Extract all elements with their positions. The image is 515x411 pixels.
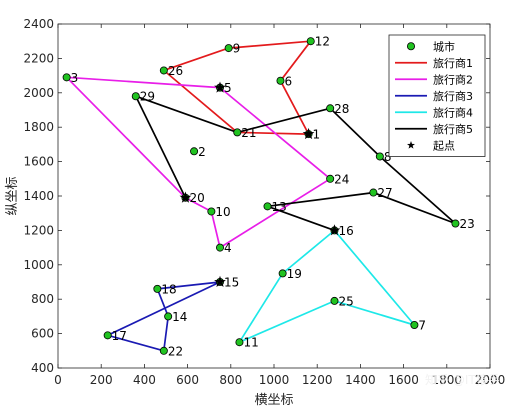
city-marker-21 — [233, 128, 242, 137]
city-label-15: 15 — [224, 276, 239, 290]
city-marker-6 — [276, 76, 285, 85]
city-label-1: 1 — [313, 128, 321, 142]
city-label-8: 8 — [384, 150, 392, 164]
city-marker-22 — [159, 346, 168, 355]
legend-label-1: 旅行商1 — [433, 56, 473, 70]
route-line-4 — [238, 229, 416, 344]
city-marker-12 — [306, 37, 315, 46]
start-points — [179, 81, 341, 288]
city-marker-2 — [190, 147, 199, 156]
x-tick-label: 1400 — [345, 373, 376, 387]
route-line-3 — [106, 281, 221, 352]
city-label-3: 3 — [71, 71, 79, 85]
y-tick-label: 2400 — [23, 17, 54, 31]
x-tick-label: 600 — [176, 373, 199, 387]
y-tick-label: 800 — [31, 292, 54, 306]
axes-ticks: 0 200 400 600 800 1000 1200 1400 1600 1800 2000400… — [23, 17, 505, 387]
city-marker-18 — [153, 284, 162, 293]
x-tick-label: 0 — [54, 373, 62, 387]
x-tick-label: 2000 — [475, 373, 506, 387]
start-point-star-3 — [179, 191, 192, 203]
city-label-18: 18 — [161, 282, 176, 296]
x-tick-label: 1800 — [432, 373, 463, 387]
x-tick-label: 1000 — [259, 373, 290, 387]
city-label-2: 2 — [198, 145, 206, 159]
city-marker-19 — [278, 269, 287, 278]
city-marker-23 — [451, 219, 460, 228]
city-marker-17 — [103, 331, 112, 340]
start-point-star-1 — [302, 127, 315, 140]
city-label-13: 13 — [272, 200, 287, 214]
city-marker-28 — [326, 104, 335, 113]
legend-start-star — [407, 141, 415, 149]
y-tick-label: 1200 — [23, 223, 54, 237]
legend-label-3: 旅行商3 — [433, 89, 473, 103]
legend-label-4: 旅行商4 — [433, 105, 473, 119]
city-label-28: 28 — [334, 102, 349, 116]
start-point-star-4 — [328, 224, 341, 236]
city-marker-24 — [326, 174, 335, 183]
city-label-25: 25 — [338, 294, 353, 308]
city-label-27: 27 — [377, 186, 392, 200]
city-label-12: 12 — [315, 35, 330, 49]
x-tick-label: 800 — [219, 373, 242, 387]
y-tick-label: 2200 — [23, 51, 54, 65]
city-label-16: 16 — [338, 224, 353, 238]
x-tick-label: 200 — [90, 373, 113, 387]
x-axis-label: 横坐标 — [254, 393, 293, 408]
y-tick-label: 1800 — [23, 120, 54, 134]
city-marker-14 — [164, 312, 173, 321]
city-label-4: 4 — [224, 241, 232, 255]
city-label-21: 21 — [241, 126, 256, 140]
city-label-5: 5 — [224, 81, 232, 95]
city-marker-27 — [369, 188, 378, 197]
start-point-star-5 — [214, 275, 226, 288]
legend-label-2: 旅行商2 — [433, 72, 473, 86]
city-label-29: 29 — [140, 90, 155, 104]
y-tick-label: 2000 — [23, 86, 54, 100]
legend-label-5: 旅行商5 — [433, 122, 473, 136]
city-label-20: 20 — [189, 191, 204, 205]
x-tick-label: 1200 — [302, 373, 333, 387]
city-label-14: 14 — [172, 310, 187, 324]
city-marker-4 — [215, 243, 224, 252]
y-tick-label: 1400 — [23, 189, 54, 203]
city-marker-9 — [224, 44, 233, 53]
city-label-23: 23 — [459, 217, 474, 231]
city-marker-3 — [62, 73, 71, 82]
y-axis-label: 纵坐标 — [5, 176, 20, 215]
legend-start-label: 起点 — [433, 139, 455, 152]
city-marker-8 — [375, 152, 384, 161]
city-label-17: 17 — [112, 329, 127, 343]
city-marker-11 — [235, 338, 244, 347]
legend-city-label: 城市 — [433, 39, 455, 53]
start-point-star-2 — [214, 81, 226, 93]
city-label-24: 24 — [334, 172, 349, 186]
city-label-9: 9 — [233, 42, 241, 56]
y-tick-label: 1600 — [23, 155, 54, 169]
city-label-6: 6 — [284, 74, 292, 88]
city-marker-25 — [330, 296, 339, 305]
y-tick-label: 400 — [31, 361, 54, 375]
city-marker-29 — [131, 92, 140, 101]
city-label-10: 10 — [215, 205, 230, 219]
city-label-19: 19 — [287, 267, 302, 281]
city-label-22: 22 — [168, 344, 183, 358]
watermark: 知乎 @IT猿手 — [425, 372, 500, 387]
x-tick-label: 400 — [133, 373, 156, 387]
city-label-7: 7 — [418, 319, 426, 333]
y-tick-label: 1000 — [23, 258, 54, 272]
y-tick-label: 600 — [31, 327, 54, 341]
city-marker-7 — [410, 320, 419, 329]
legend-city-marker — [406, 42, 415, 51]
city-marker-13 — [263, 202, 272, 211]
city-marker-10 — [207, 207, 216, 216]
x-tick-label: 1600 — [388, 373, 419, 387]
city-marker-26 — [159, 66, 168, 75]
city-label-11: 11 — [243, 336, 258, 350]
city-label-26: 26 — [168, 64, 183, 78]
